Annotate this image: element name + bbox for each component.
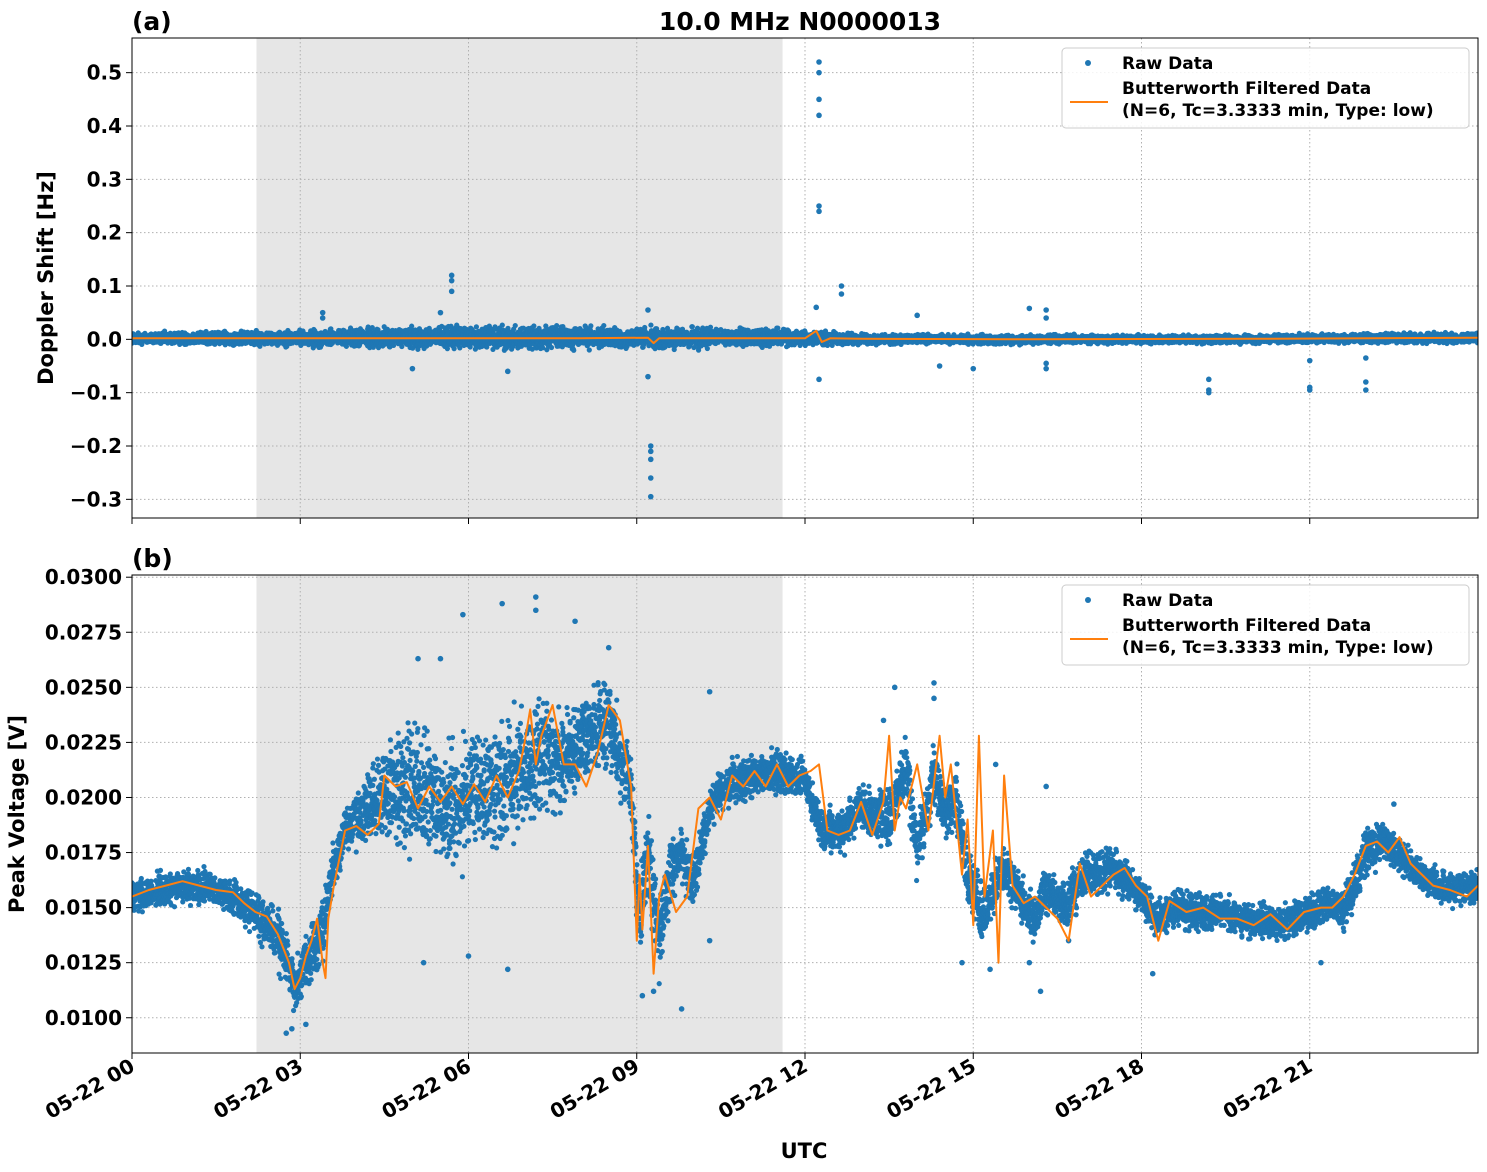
raw-data-point [531,323,537,329]
raw-data-point [689,324,695,330]
raw-data-point [601,322,607,329]
raw-data-point [512,322,518,329]
raw-data-point [571,347,577,353]
raw-data-point [203,328,209,335]
figure-title: 10.0 MHz N0000013 [659,7,941,36]
raw-data-point [648,322,654,328]
shaded-region [256,38,783,518]
raw-data-point [499,322,505,328]
raw-data-point [586,347,592,353]
raw-data-point [704,345,710,352]
data-layer [132,59,1478,500]
raw-data-point [548,344,555,351]
raw-data-point [588,323,594,329]
raw-data-point [257,343,263,349]
raw-data-point [642,324,648,331]
raw-data-point [451,346,457,352]
raw-data-point [473,324,479,330]
raw-data-point [409,323,415,329]
